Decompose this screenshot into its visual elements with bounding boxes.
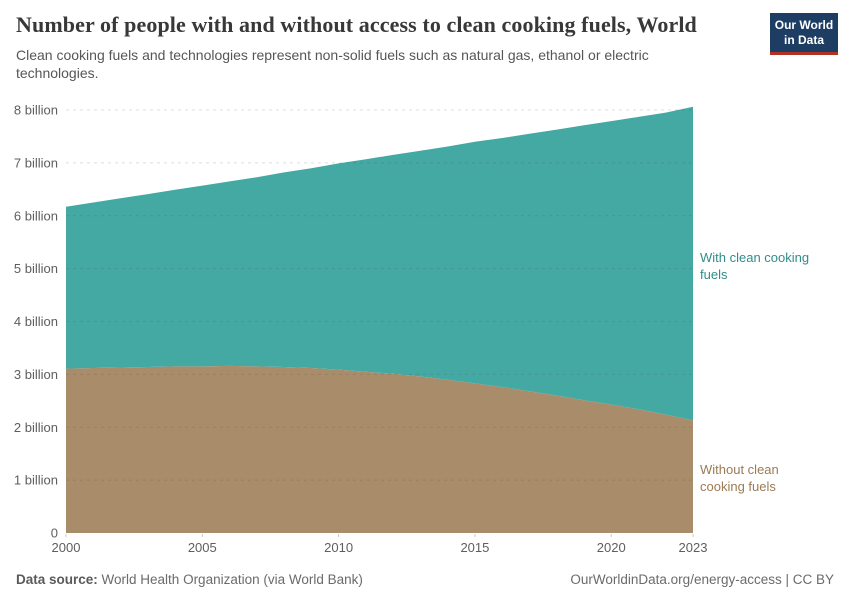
series-label-without[interactable]: Without clean cooking fuels [700, 462, 779, 494]
y-axis-tick-label: 7 billion [14, 155, 58, 170]
y-axis-tick-label: 2 billion [14, 420, 58, 435]
y-axis-tick-label: 5 billion [14, 261, 58, 276]
chart-footer: Data source: World Health Organization (… [16, 572, 834, 587]
y-axis-tick-label: 6 billion [14, 208, 58, 223]
data-source-label: Data source: [16, 572, 98, 587]
data-source-value: World Health Organization (via World Ban… [97, 572, 363, 587]
footer-link[interactable]: OurWorldinData.org/energy-access | CC BY [570, 572, 834, 587]
area-without[interactable] [66, 365, 693, 533]
y-axis-tick-label: 0 [51, 526, 58, 541]
chart-title: Number of people with and without access… [16, 12, 697, 37]
series-label-with[interactable]: With clean cooking fuels [700, 250, 810, 282]
owid-logo-line2: in Data [783, 32, 824, 47]
x-axis-tick-label: 2015 [460, 540, 489, 555]
y-axis-tick-label: 1 billion [14, 473, 58, 488]
area-with[interactable] [66, 106, 693, 421]
y-axis-tick-label: 3 billion [14, 367, 58, 382]
x-axis-tick-label: 2005 [188, 540, 217, 555]
y-axis-tick-label: 8 billion [14, 103, 58, 118]
x-axis-tick-label: 2020 [597, 540, 626, 555]
x-axis-tick-label: 2000 [52, 540, 81, 555]
y-axis-tick-label: 4 billion [14, 314, 58, 329]
owid-logo-line1: Our World [774, 18, 834, 32]
chart-subtitle: Clean cooking fuels and technologies rep… [16, 47, 649, 81]
data-source: Data source: World Health Organization (… [16, 572, 363, 587]
x-axis-tick-label: 2010 [324, 540, 353, 555]
owid-logo[interactable]: Our World in Data [770, 13, 838, 56]
x-axis-tick-label: 2023 [679, 540, 708, 555]
